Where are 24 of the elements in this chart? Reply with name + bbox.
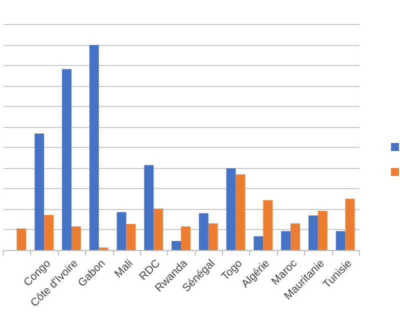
bar (44, 214, 54, 250)
bar (236, 174, 246, 250)
bar (144, 165, 154, 250)
bar (126, 224, 136, 250)
bar (181, 226, 190, 250)
bar (336, 231, 346, 250)
bar (345, 198, 355, 250)
bar (62, 69, 72, 250)
bar (116, 212, 126, 250)
bar (308, 216, 318, 250)
bar (154, 208, 164, 250)
bar (198, 213, 208, 250)
bar (71, 226, 81, 250)
bar (281, 231, 291, 250)
bar (172, 240, 181, 250)
bar (208, 223, 218, 250)
bar (226, 168, 236, 250)
bar (34, 134, 44, 250)
bar (290, 223, 300, 250)
bar (318, 210, 328, 250)
bar (89, 44, 99, 250)
bar (16, 228, 26, 250)
bar (263, 200, 273, 250)
bar (254, 236, 264, 250)
